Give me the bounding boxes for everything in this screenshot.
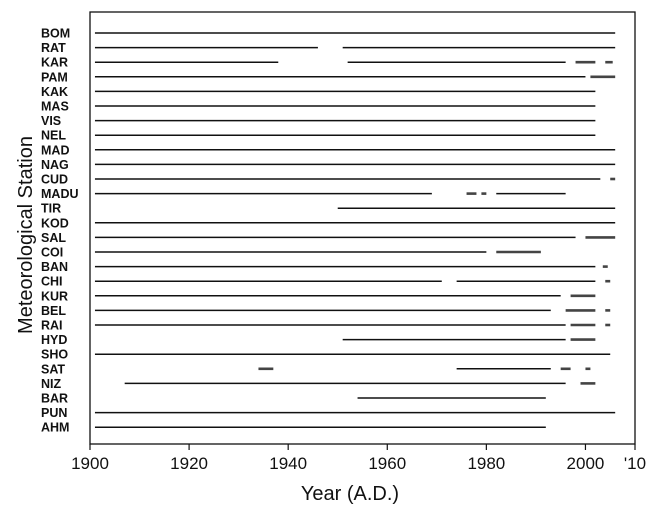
record-bars	[94, 32, 616, 428]
station-label: VIS	[41, 114, 61, 128]
station-label: SAT	[41, 362, 65, 376]
station-label: CUD	[41, 173, 68, 187]
station-label: NAG	[41, 158, 69, 172]
station-label: MADU	[41, 187, 79, 201]
x-tick-label: 1940	[269, 454, 307, 473]
station-label: CHI	[41, 275, 63, 289]
station-label: KUR	[41, 289, 68, 303]
station-label: MAD	[41, 143, 69, 157]
station-label: HYD	[41, 333, 67, 347]
y-axis-title: Meteorological Station	[15, 136, 37, 334]
x-axis-title: Year (A.D.)	[301, 483, 399, 505]
station-label: NIZ	[41, 377, 62, 391]
station-label: COI	[41, 246, 63, 260]
station-label: BOM	[41, 27, 70, 41]
station-label: SAL	[41, 231, 66, 245]
station-label: KOD	[41, 216, 69, 230]
station-label: KAK	[41, 85, 68, 99]
station-label: KAR	[41, 56, 68, 70]
station-label: RAT	[41, 41, 66, 55]
station-label: RAI	[41, 319, 63, 333]
station-label: PAM	[41, 70, 68, 84]
station-label: BAR	[41, 392, 68, 406]
x-axis-ticks: 1900 1920 1940 1960 1980 2000 '10	[71, 444, 646, 473]
station-labels: BOMRATKARPAMKAKMASVISNELMADNAGCUDMADUTIR…	[41, 27, 79, 435]
plot-frame	[89, 11, 636, 445]
station-label: AHM	[41, 421, 69, 435]
station-label: MAS	[41, 100, 69, 114]
x-tick-label: 1900	[71, 454, 109, 473]
x-tick-label: 2000	[567, 454, 605, 473]
x-tick-label: '10	[624, 454, 646, 473]
x-tick-label: 1980	[467, 454, 505, 473]
station-label: BEL	[41, 304, 66, 318]
station-label: BAN	[41, 260, 68, 274]
station-label: PUN	[41, 406, 67, 420]
x-tick-label: 1960	[368, 454, 406, 473]
station-label: NEL	[41, 129, 66, 143]
x-tick-label: 1920	[170, 454, 208, 473]
station-label: TIR	[41, 202, 61, 216]
station-label: SHO	[41, 348, 68, 362]
